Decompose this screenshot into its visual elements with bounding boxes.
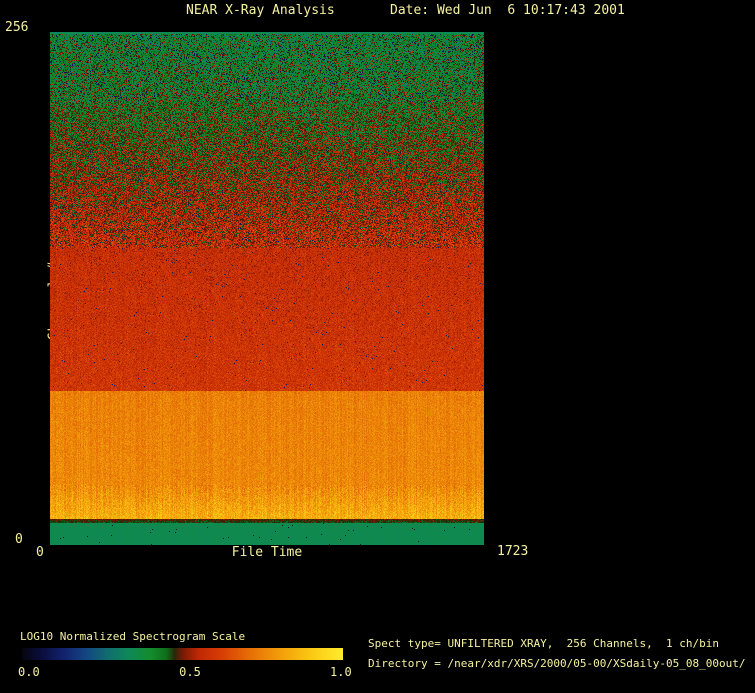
colorbar-tick-max: 1.0 (330, 665, 352, 679)
date-label: Date: Wed Jun 6 10:17:43 2001 (390, 3, 625, 18)
x-axis-label: File Time (231, 545, 303, 560)
y-axis-max-tick: 256 (5, 20, 29, 35)
page-title: NEAR X-Ray Analysis (186, 3, 335, 18)
spectrogram-heatmap (50, 32, 484, 545)
colorbar-tick-mid: 0.5 (179, 665, 201, 679)
spect-type-info: Spect type= UNFILTERED XRAY, 256 Channel… (368, 637, 719, 650)
directory-info: Directory = /near/xdr/XRS/2000/05-00/XSd… (368, 657, 746, 670)
colorbar-gradient (22, 648, 343, 660)
colorbar-title: LOG10 Normalized Spectrogram Scale (20, 630, 246, 643)
x-axis-min-tick: 0 (36, 545, 44, 560)
x-axis-max-tick: 1723 (497, 544, 529, 559)
y-axis-min-tick: 0 (15, 532, 23, 547)
colorbar-tick-min: 0.0 (18, 665, 40, 679)
